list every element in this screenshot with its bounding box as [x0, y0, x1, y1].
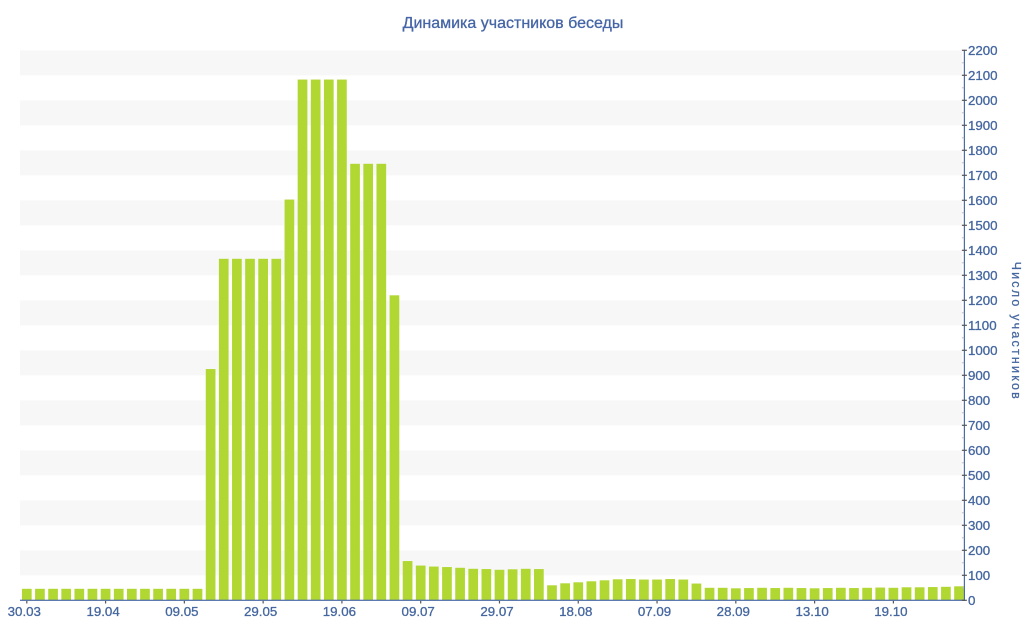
- svg-text:19.06: 19.06: [323, 604, 356, 619]
- svg-text:1500: 1500: [968, 218, 998, 233]
- svg-text:300: 300: [968, 518, 990, 533]
- svg-text:1200: 1200: [968, 293, 998, 308]
- svg-text:29.07: 29.07: [480, 604, 513, 619]
- svg-text:19.04: 19.04: [86, 604, 119, 619]
- svg-text:2100: 2100: [968, 68, 998, 83]
- svg-text:1600: 1600: [968, 193, 998, 208]
- svg-text:1700: 1700: [968, 168, 998, 183]
- svg-text:900: 900: [968, 368, 990, 383]
- svg-text:07.09: 07.09: [638, 604, 671, 619]
- svg-text:600: 600: [968, 443, 990, 458]
- svg-text:1400: 1400: [968, 243, 998, 258]
- svg-text:1800: 1800: [968, 143, 998, 158]
- svg-text:0: 0: [968, 593, 975, 608]
- svg-text:800: 800: [968, 393, 990, 408]
- svg-text:29.05: 29.05: [244, 604, 277, 619]
- svg-text:1300: 1300: [968, 268, 998, 283]
- svg-text:2000: 2000: [968, 93, 998, 108]
- svg-text:18.08: 18.08: [559, 604, 592, 619]
- svg-text:200: 200: [968, 543, 990, 558]
- svg-text:400: 400: [968, 493, 990, 508]
- svg-text:700: 700: [968, 418, 990, 433]
- svg-text:28.09: 28.09: [717, 604, 750, 619]
- svg-text:Динамика участников беседы: Динамика участников беседы: [403, 15, 624, 32]
- svg-text:09.05: 09.05: [165, 604, 198, 619]
- svg-text:Число участников: Число участников: [1009, 262, 1023, 401]
- svg-text:30.03: 30.03: [8, 604, 41, 619]
- svg-text:500: 500: [968, 468, 990, 483]
- svg-text:2200: 2200: [968, 43, 998, 58]
- svg-text:19.10: 19.10: [874, 604, 907, 619]
- svg-text:1900: 1900: [968, 118, 998, 133]
- svg-text:100: 100: [968, 568, 990, 583]
- svg-text:1000: 1000: [968, 343, 998, 358]
- svg-text:1100: 1100: [968, 318, 997, 333]
- svg-text:09.07: 09.07: [402, 604, 435, 619]
- svg-text:13.10: 13.10: [795, 604, 828, 619]
